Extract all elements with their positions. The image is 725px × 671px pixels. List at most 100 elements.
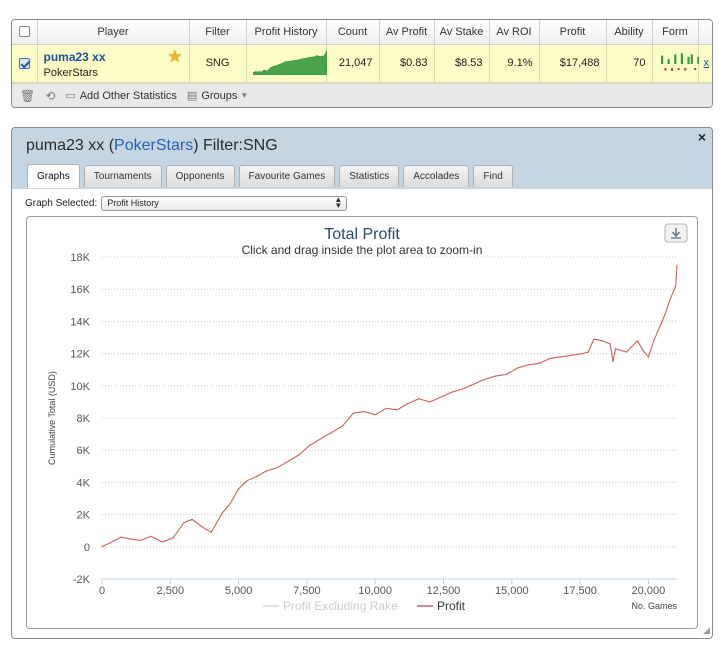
remove-row-link[interactable]: x: [703, 57, 710, 69]
profit-point: [494, 375, 497, 377]
form-bar-loss: [663, 67, 666, 70]
form-bar-win: [686, 56, 690, 64]
profit-point: [440, 396, 442, 398]
profit-point: [516, 367, 518, 369]
profit-series-line[interactable]: [101, 265, 678, 548]
y-tick-label: 8K: [77, 413, 91, 425]
profit-point: [101, 546, 103, 548]
player-name-link[interactable]: puma23 xx: [43, 49, 106, 64]
form-bars: [660, 52, 699, 71]
profit-point: [191, 518, 193, 521]
x-tick-label: 20,000: [632, 585, 666, 597]
detail-title-player: puma23 xx: [26, 137, 105, 154]
profit-point: [625, 351, 628, 353]
select-arrows-icon: ▲ ▼: [334, 195, 343, 210]
profit-point: [120, 536, 122, 538]
select-all-header[interactable]: [12, 20, 38, 45]
refresh-icon[interactable]: ⟲: [45, 88, 56, 103]
row-checkbox[interactable]: [18, 57, 30, 69]
y-tick-label: 16K: [70, 284, 90, 296]
profit-point: [571, 354, 573, 356]
tab-find[interactable]: Find: [473, 165, 513, 187]
profit-point: [664, 314, 666, 316]
profit-point: [109, 542, 111, 544]
profit-point: [451, 391, 453, 393]
profit-point: [407, 402, 409, 405]
x-tick-label: 15,000: [495, 585, 529, 597]
profit-point: [549, 357, 551, 360]
form-bar-loss: [670, 67, 673, 71]
header-player[interactable]: Player: [37, 20, 190, 45]
header-count[interactable]: Count: [326, 20, 380, 45]
chart-container[interactable]: Total Profit Click and drag inside the pl…: [26, 216, 698, 629]
header-av-profit[interactable]: Av Profit: [379, 20, 435, 45]
profit-point: [642, 349, 644, 351]
form-bar-win: [673, 53, 676, 64]
header-av-roi[interactable]: Av ROI: [489, 20, 540, 45]
av-profit-cell: $0.83: [379, 44, 435, 83]
groups-dropdown[interactable]: ▤ Groups ▼: [187, 89, 252, 103]
add-other-statistics-label: Add Other Statistics: [79, 89, 177, 102]
ability-cell: 70: [606, 44, 653, 83]
tab-favourite-games[interactable]: Favourite Games: [238, 165, 336, 187]
tab-statistics[interactable]: Statistics: [339, 165, 400, 187]
profit-point: [647, 356, 649, 358]
graph-select[interactable]: Profit History ▲ ▼: [101, 195, 348, 211]
profit-point: [527, 364, 529, 366]
x-tick-label: 10,000: [358, 585, 392, 597]
av-stake-cell: $8.53: [434, 44, 490, 83]
form-bar-win: [660, 55, 663, 64]
header-av-stake[interactable]: Av Stake: [434, 20, 490, 45]
x-tick-label: 7,500: [293, 585, 321, 597]
stats-panel: Player Filter Profit History Count Av Pr…: [11, 19, 713, 108]
player-detail-panel: puma23 xx (PokerStars) Filter:SNG × Grap…: [11, 127, 713, 639]
y-tick-label: -2K: [73, 574, 91, 586]
detail-title: puma23 xx (PokerStars) Filter:SNG: [26, 137, 278, 154]
profit-point: [601, 340, 603, 342]
player-cell: puma23 xx PokerStars ★: [37, 44, 190, 83]
header-profit-history[interactable]: Profit History: [246, 20, 327, 45]
profit-point: [636, 340, 639, 342]
resize-grip-icon[interactable]: ◢: [703, 625, 710, 635]
tab-accolades[interactable]: Accolades: [403, 165, 470, 187]
graph-selected-label: Graph Selected:: [25, 198, 98, 209]
add-other-statistics-button[interactable]: ▭ Add Other Statistics: [65, 89, 177, 103]
tab-tournaments[interactable]: Tournaments: [83, 165, 162, 187]
favourite-star-icon[interactable]: ★: [167, 46, 183, 66]
profit-point: [265, 470, 267, 472]
header-profit[interactable]: Profit: [539, 20, 607, 45]
select-all-checkbox[interactable]: [18, 26, 30, 38]
profit-history-sparkline[interactable]: [252, 49, 327, 75]
header-form[interactable]: Form: [652, 20, 699, 45]
row-checkbox-cell[interactable]: [12, 44, 38, 83]
profit-history-cell[interactable]: [246, 44, 327, 83]
profit-point: [183, 522, 185, 524]
profit-point: [298, 454, 300, 456]
filter-cell: SNG: [189, 44, 247, 83]
form-bar-win: [696, 56, 699, 64]
detail-title-site-link[interactable]: PokerStars: [114, 137, 194, 154]
stats-table: Player Filter Profit History Count Av Pr…: [12, 20, 712, 83]
legend-item[interactable]: Profit: [437, 599, 466, 613]
header-ability[interactable]: Ability: [606, 20, 653, 45]
profit-point: [429, 401, 431, 403]
detail-header: puma23 xx (PokerStars) Filter:SNG × Grap…: [12, 128, 712, 189]
form-cell: [652, 44, 699, 83]
trash-icon[interactable]: 🗑︎: [20, 88, 36, 103]
header-filter[interactable]: Filter: [189, 20, 247, 45]
close-icon[interactable]: ×: [697, 129, 706, 145]
profit-point: [675, 285, 677, 287]
profit-point: [210, 531, 212, 533]
profit-point: [341, 425, 344, 427]
form-bar-loss: [683, 67, 686, 70]
tab-opponents[interactable]: Opponents: [165, 165, 235, 187]
table-row[interactable]: puma23 xx PokerStars ★ SNG 21,047 $0.83 …: [12, 44, 712, 83]
form-bar-loss: [693, 67, 696, 70]
sparkline-area: [252, 49, 327, 75]
av-roi-cell: 9.1%: [489, 44, 540, 83]
legend-item[interactable]: Profit Excluding Rake: [283, 599, 398, 613]
tab-graphs[interactable]: Graphs: [27, 164, 80, 188]
profit-point: [363, 410, 365, 413]
stats-footer: 🗑︎ ⟲ ▭ Add Other Statistics ▤ Groups ▼: [12, 82, 712, 107]
